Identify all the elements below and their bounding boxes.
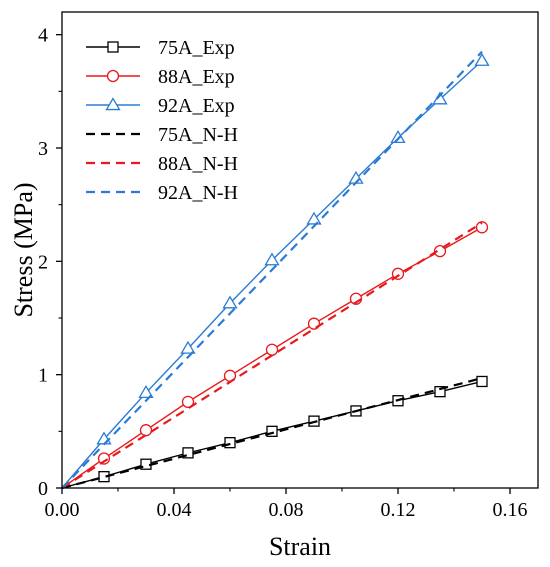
x-tick-label: 0.16 <box>493 499 528 521</box>
data-point <box>138 385 154 399</box>
data-point <box>181 395 195 409</box>
data-point <box>474 52 490 66</box>
legend-item: 75A_N-H <box>86 124 238 146</box>
series-88A_N-H <box>61 221 483 489</box>
data-point <box>433 244 447 258</box>
data-point <box>222 295 238 309</box>
legend-label: 75A_Exp <box>158 37 235 59</box>
plot-frame <box>61 11 539 489</box>
y-tick-label: 3 <box>38 138 48 160</box>
data-point <box>265 343 279 356</box>
legend-item: 92A_Exp <box>86 95 235 117</box>
legend-item: 92A_N-H <box>86 182 238 204</box>
legend-label: 75A_N-H <box>158 124 238 146</box>
legend-swatch-marker <box>107 41 119 53</box>
data-point <box>97 452 111 465</box>
x-tick-label: 0.12 <box>381 499 416 521</box>
legend-swatch-marker <box>106 69 120 83</box>
data-point <box>434 386 446 398</box>
x-axis-label: Strain <box>269 532 331 561</box>
legend-label: 92A_N-H <box>158 182 238 204</box>
y-tick-label: 4 <box>38 25 48 47</box>
y-tick-label: 0 <box>38 478 48 500</box>
data-point <box>224 437 236 449</box>
data-point <box>264 252 280 266</box>
series-line <box>61 50 483 489</box>
legend-item: 88A_N-H <box>86 153 238 175</box>
y-axis-label: Stress (MPa) <box>9 182 38 317</box>
series-line <box>61 60 483 489</box>
legend-swatch-marker <box>105 97 121 111</box>
series-line <box>61 221 483 489</box>
y-tick-label: 1 <box>38 365 48 387</box>
legend-label: 88A_Exp <box>158 66 235 88</box>
data-point <box>139 424 153 437</box>
legend-item: 88A_Exp <box>86 66 235 88</box>
x-tick-label: 0.04 <box>157 499 192 521</box>
data-point <box>475 221 489 234</box>
data-point <box>266 425 278 437</box>
x-tick-label: 0.08 <box>269 499 304 521</box>
series-75A_N-H <box>61 377 483 490</box>
data-point <box>180 340 196 354</box>
data-point <box>306 211 322 225</box>
legend-label: 88A_N-H <box>158 153 238 175</box>
x-tick-label: 0.00 <box>45 499 80 521</box>
data-point <box>476 375 488 388</box>
series-92A_N-H <box>61 50 483 489</box>
series-line <box>61 226 483 489</box>
legend: 75A_Exp 88A_Exp 92A_Exp 75A_N-H 88A_N-H 92A_N… <box>86 37 238 204</box>
series-layer <box>61 50 490 490</box>
legend-label: 92A_Exp <box>158 95 235 117</box>
y-tick-label: 2 <box>38 251 48 273</box>
series-line <box>61 377 483 490</box>
ticks-layer: 0.00 0.04 0.08 0.12 0.16 0 1 2 3 4 <box>38 25 528 521</box>
legend-item: 75A_Exp <box>86 37 235 59</box>
